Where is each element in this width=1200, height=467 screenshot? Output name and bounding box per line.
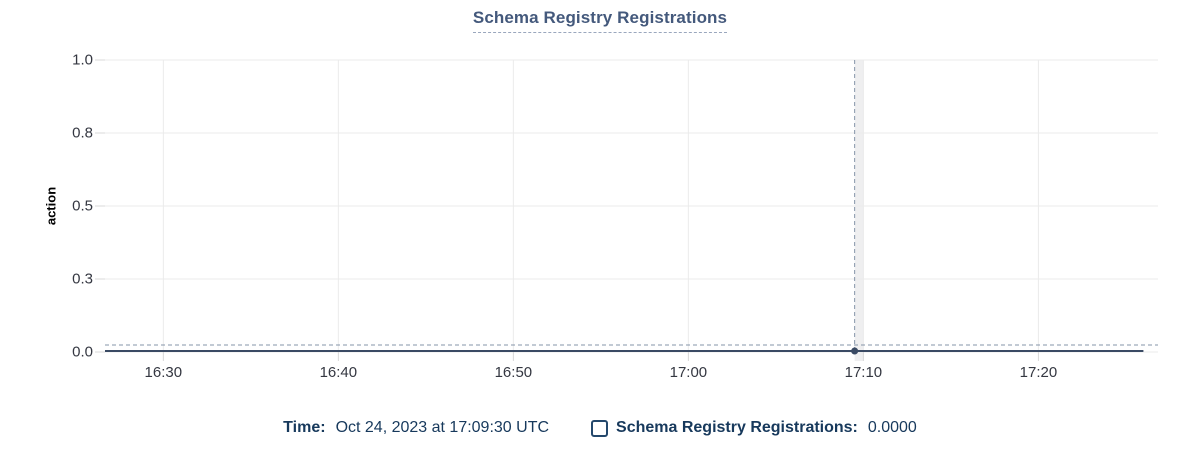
y-tick-label: 0.5 xyxy=(72,197,93,215)
y-axis-title: action xyxy=(43,186,59,226)
x-tick-label: 17:20 xyxy=(1019,364,1058,381)
hovered-data-point xyxy=(851,347,859,355)
x-tick-label: 17:00 xyxy=(669,364,708,381)
x-tick-label: 16:50 xyxy=(494,364,533,381)
series-name[interactable]: Schema Registry Registrations: xyxy=(616,419,858,436)
chart-header: Schema Registry Registrations xyxy=(0,8,1200,33)
time-value: Oct 24, 2023 at 17:09:30 UTC xyxy=(335,419,550,436)
y-tick-label: 0.3 xyxy=(72,270,93,288)
x-tick-label: 17:10 xyxy=(844,364,883,381)
y-tick-label: 0.8 xyxy=(72,124,93,142)
plot-area[interactable] xyxy=(0,0,1200,400)
y-tick-label: 1.0 xyxy=(72,51,93,69)
chart-title[interactable]: Schema Registry Registrations xyxy=(472,8,728,33)
y-tick-label: 0.0 xyxy=(72,343,93,361)
time-label: Time: xyxy=(283,419,326,436)
series-value: 0.0000 xyxy=(867,419,917,436)
crosshair-band xyxy=(854,60,864,361)
x-tick-label: 16:30 xyxy=(144,364,183,381)
x-tick-label: 16:40 xyxy=(319,364,358,381)
series-visibility-checkbox[interactable] xyxy=(591,419,609,437)
tooltip-legend: Time: Oct 24, 2023 at 17:09:30 UTC Schem… xyxy=(0,419,1200,437)
series-legend-item: Schema Registry Registrations: 0.0000 xyxy=(591,419,917,437)
cursor-time-readout: Time: Oct 24, 2023 at 17:09:30 UTC xyxy=(283,419,549,437)
